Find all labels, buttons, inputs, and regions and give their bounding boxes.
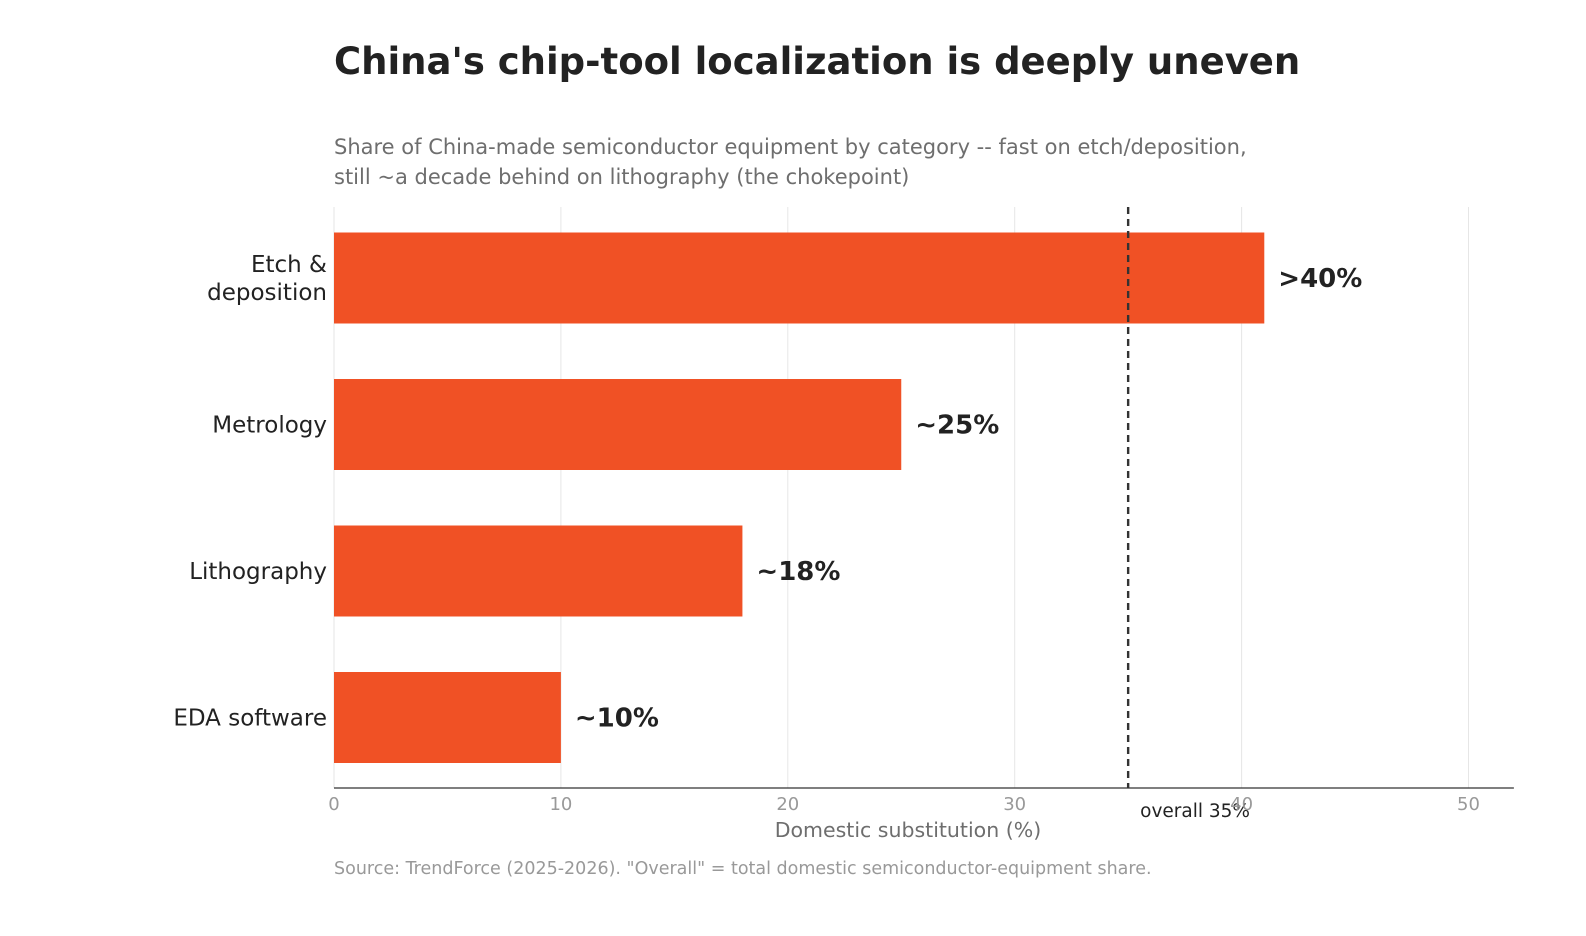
data-label-3: ~18%: [756, 557, 840, 587]
chart-subtitle: Share of China-made semiconductor equipm…: [334, 132, 1247, 192]
x-axis-title: Domestic substitution (%): [775, 818, 1042, 842]
data-label-2: ~25%: [915, 411, 999, 441]
data-label-4: ~10%: [575, 704, 659, 734]
bar-4: [334, 672, 561, 763]
reference-line-group: overall 35%: [1126, 207, 1250, 822]
category-label: EDA software: [173, 706, 327, 732]
category-label: Metrology: [212, 413, 327, 439]
x-tick-label: 20: [776, 794, 799, 815]
x-tick-label: 50: [1457, 794, 1480, 815]
subtitle-line-1: Share of China-made semiconductor equipm…: [334, 135, 1247, 159]
category-label: deposition: [207, 280, 327, 306]
category-label: Etch &: [251, 252, 327, 278]
x-tick-label: 10: [549, 794, 572, 815]
category-labels: Etch &deposition Metrology Lithography EDA …: [173, 252, 327, 732]
data-label-1: >40%: [1278, 264, 1362, 294]
source-note: Source: TrendForce (2025-2026). "Overall…: [334, 859, 1152, 879]
bar-2: [334, 379, 902, 470]
category-label: Lithography: [189, 559, 327, 585]
x-tick-label: 40: [1230, 794, 1253, 815]
x-tick-label: 30: [1003, 794, 1026, 815]
bars: [334, 232, 1265, 763]
bar-1: [334, 232, 1265, 324]
subtitle-line-2: still ~a decade behind on lithography (t…: [334, 165, 910, 189]
overall-reference-label: overall 35%: [1140, 801, 1250, 822]
chart-title: China's chip-tool localization is deeply…: [334, 40, 1301, 83]
bar-3: [334, 525, 743, 617]
x-tick-label: 0: [328, 794, 339, 815]
x-axis: 0 10 20 30 40 50 Domestic substitution (%): [328, 787, 1514, 842]
data-labels: >40% ~25% ~18% ~10%: [575, 264, 1362, 734]
